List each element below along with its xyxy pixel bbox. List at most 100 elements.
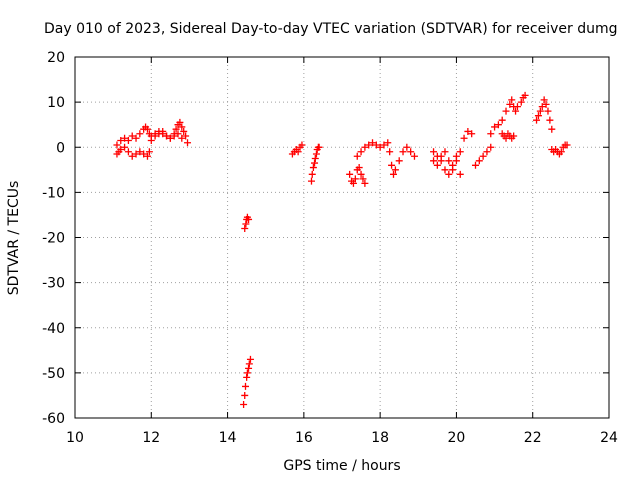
data-point	[548, 125, 556, 133]
data-points	[113, 91, 571, 408]
data-point	[121, 134, 129, 142]
y-tick-label: -30	[42, 276, 65, 292]
data-point	[132, 150, 140, 158]
data-point	[464, 127, 472, 135]
y-tick-label: -10	[42, 185, 65, 201]
data-point	[128, 132, 136, 140]
data-point	[487, 143, 495, 151]
data-point	[353, 152, 361, 160]
data-point	[534, 112, 542, 120]
data-point	[536, 107, 544, 115]
data-point	[430, 157, 438, 165]
data-point	[349, 179, 357, 187]
data-point	[498, 116, 506, 124]
data-point	[170, 132, 178, 140]
data-point	[546, 116, 554, 124]
data-point	[563, 141, 571, 149]
y-tick-label: -20	[42, 231, 65, 247]
data-point	[155, 130, 163, 138]
data-point	[542, 100, 550, 108]
data-point	[389, 170, 397, 178]
data-point	[376, 143, 384, 151]
x-tick-label: 10	[66, 430, 84, 446]
data-point	[143, 125, 151, 133]
series-arc-22.5-22.9h	[548, 141, 571, 158]
data-point	[166, 134, 174, 142]
data-point	[355, 164, 363, 172]
data-point	[512, 107, 520, 115]
data-point	[245, 215, 253, 223]
data-point	[410, 152, 418, 160]
data-point	[494, 121, 502, 129]
data-point	[479, 152, 487, 160]
data-point	[533, 116, 541, 124]
data-point	[357, 148, 365, 156]
x-tick-label: 24	[600, 430, 618, 446]
data-point	[359, 175, 367, 183]
data-point	[136, 148, 144, 156]
data-point	[294, 148, 302, 156]
data-point	[544, 107, 552, 115]
data-point	[388, 161, 396, 169]
data-point	[441, 148, 449, 156]
data-point	[407, 148, 415, 156]
data-point	[510, 132, 518, 140]
series-arc-14.5h-upper	[241, 213, 253, 232]
data-point	[386, 148, 394, 156]
data-point	[361, 179, 369, 187]
data-point	[241, 391, 249, 399]
series-arc-22.1-22.5h	[533, 96, 556, 133]
data-point	[176, 118, 184, 126]
series-arc-15.7-16h	[288, 141, 306, 158]
data-point	[380, 141, 388, 149]
data-point	[456, 170, 464, 178]
data-point	[449, 166, 457, 174]
y-tick-label: -60	[42, 411, 65, 427]
data-point	[245, 364, 253, 372]
data-point	[182, 132, 190, 140]
data-point	[121, 143, 129, 151]
data-point	[384, 139, 392, 147]
data-point	[472, 161, 479, 169]
data-point	[540, 96, 548, 104]
series-arc-17.2-17.6h	[346, 164, 369, 187]
data-point	[243, 369, 251, 377]
data-point	[475, 157, 483, 165]
data-point	[308, 170, 316, 178]
data-point	[159, 127, 167, 135]
series-arc-21.2-21.5h-lower	[498, 130, 518, 142]
data-point	[513, 103, 521, 111]
data-point	[184, 139, 192, 147]
data-point	[433, 161, 441, 169]
data-point	[357, 170, 365, 178]
series-arc-11-13h-lower	[113, 127, 186, 160]
y-tick-label: 0	[56, 140, 65, 156]
data-point	[487, 130, 495, 138]
data-point	[361, 143, 369, 151]
data-point	[506, 100, 514, 108]
data-point	[399, 148, 407, 156]
data-point	[538, 103, 546, 111]
data-point	[346, 170, 354, 178]
data-point	[521, 91, 529, 99]
data-point	[403, 143, 411, 151]
data-point	[178, 123, 186, 131]
series-arc-16.2-16.4h	[307, 143, 323, 185]
data-point	[365, 141, 373, 149]
y-axis-label: SDTVAR / TECUs	[6, 181, 22, 296]
data-point	[178, 134, 186, 142]
data-point	[174, 130, 182, 138]
data-point	[145, 148, 153, 156]
grid	[75, 57, 609, 418]
plot-frame	[74, 56, 610, 419]
data-point	[132, 134, 140, 142]
data-point	[395, 157, 403, 165]
y-tick-label: -40	[42, 321, 65, 337]
data-point	[147, 136, 155, 144]
chart-title: Day 010 of 2023, Sidereal Day-to-day VTE…	[44, 21, 618, 37]
data-point	[113, 141, 121, 149]
data-point	[557, 148, 565, 156]
x-tick-label: 12	[142, 430, 160, 446]
x-tick-label: 22	[524, 430, 542, 446]
